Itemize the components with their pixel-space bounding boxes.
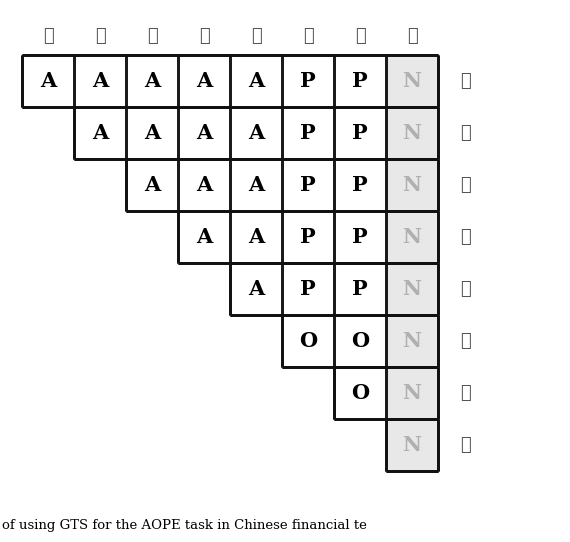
Text: P: P	[300, 71, 316, 91]
Text: A: A	[196, 123, 212, 143]
Bar	[386, 159, 438, 211]
Bar	[178, 55, 230, 107]
Text: of using GTS for the AOPE task in Chinese financial te: of using GTS for the AOPE task in Chines…	[2, 519, 367, 532]
Bar	[126, 159, 178, 211]
Bar	[230, 55, 282, 107]
Text: N: N	[402, 71, 422, 91]
Bar	[282, 263, 334, 315]
Bar	[178, 159, 230, 211]
Text: 料: 料	[146, 27, 157, 45]
Text: 格: 格	[460, 280, 471, 298]
Text: A: A	[248, 175, 264, 195]
Text: P: P	[352, 227, 368, 247]
Text: N: N	[402, 227, 422, 247]
Text: A: A	[196, 71, 212, 91]
Bar	[282, 107, 334, 159]
Bar	[74, 55, 126, 107]
Text: A: A	[144, 123, 160, 143]
Text: 价: 价	[198, 27, 209, 45]
Bar	[334, 263, 386, 315]
Text: 材: 材	[460, 124, 471, 142]
Text: 材: 材	[95, 27, 105, 45]
Bar	[230, 107, 282, 159]
Bar	[386, 55, 438, 107]
Text: N: N	[402, 123, 422, 143]
Text: 。: 。	[460, 436, 471, 454]
Text: A: A	[92, 123, 108, 143]
Text: N: N	[402, 331, 422, 351]
Bar	[178, 211, 230, 263]
Bar	[386, 263, 438, 315]
Text: N: N	[402, 383, 422, 403]
Bar	[334, 211, 386, 263]
Text: 原: 原	[43, 27, 54, 45]
Text: 料: 料	[460, 176, 471, 194]
Text: N: N	[402, 279, 422, 299]
Text: 涨: 涨	[355, 27, 365, 45]
Bar	[126, 107, 178, 159]
Bar	[282, 315, 334, 367]
Bar	[334, 315, 386, 367]
Bar	[126, 55, 178, 107]
Text: O: O	[351, 331, 369, 351]
Bar	[230, 211, 282, 263]
Text: O: O	[351, 383, 369, 403]
Text: A: A	[248, 123, 264, 143]
Text: P: P	[352, 175, 368, 195]
Text: P: P	[352, 279, 368, 299]
Bar	[282, 211, 334, 263]
Bar	[74, 107, 126, 159]
Text: P: P	[300, 279, 316, 299]
Text: A: A	[196, 227, 212, 247]
Bar	[386, 419, 438, 471]
Text: P: P	[300, 227, 316, 247]
Text: 格: 格	[251, 27, 262, 45]
Text: P: P	[300, 175, 316, 195]
Text: O: O	[299, 331, 317, 351]
Bar	[386, 367, 438, 419]
Bar	[230, 159, 282, 211]
Text: 。: 。	[406, 27, 417, 45]
Bar	[334, 55, 386, 107]
Text: A: A	[144, 71, 160, 91]
Text: A: A	[248, 279, 264, 299]
Text: P: P	[300, 123, 316, 143]
Text: P: P	[352, 123, 368, 143]
Bar	[334, 367, 386, 419]
Text: A: A	[40, 71, 56, 91]
Text: A: A	[92, 71, 108, 91]
Text: P: P	[352, 71, 368, 91]
Bar	[386, 211, 438, 263]
Bar	[22, 55, 74, 107]
Text: 价: 价	[460, 228, 471, 246]
Bar	[386, 107, 438, 159]
Text: 上: 上	[303, 27, 314, 45]
Bar	[334, 107, 386, 159]
Bar	[282, 159, 334, 211]
Text: A: A	[144, 175, 160, 195]
Text: A: A	[196, 175, 212, 195]
Bar	[178, 107, 230, 159]
Text: 涨: 涨	[460, 384, 471, 402]
Bar	[386, 315, 438, 367]
Text: A: A	[248, 227, 264, 247]
Bar	[282, 55, 334, 107]
Text: 原: 原	[460, 72, 471, 90]
Text: 上: 上	[460, 332, 471, 350]
Text: A: A	[248, 71, 264, 91]
Text: N: N	[402, 435, 422, 455]
Bar	[334, 159, 386, 211]
Text: N: N	[402, 175, 422, 195]
Bar	[230, 263, 282, 315]
